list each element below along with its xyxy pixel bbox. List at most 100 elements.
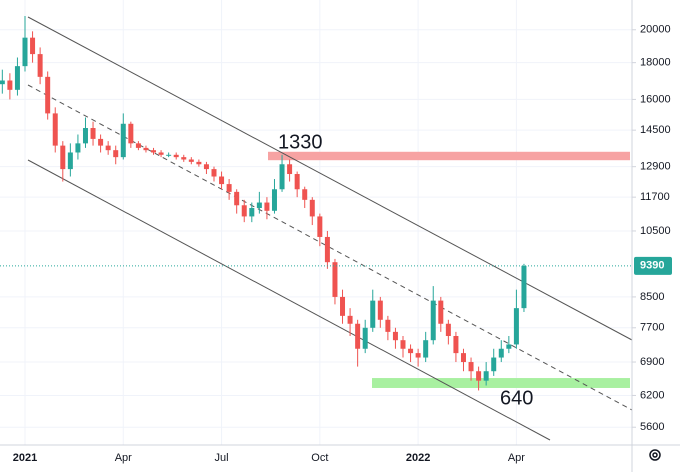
candle-body [135, 143, 141, 148]
y-tick-label: 11700 [640, 191, 670, 203]
candle-body [143, 147, 149, 151]
candle-body [264, 202, 270, 211]
zone-label: 640 [500, 387, 533, 409]
last-price-label: 9390 [640, 260, 664, 272]
y-tick-label: 14500 [640, 124, 671, 136]
y-tick-label: 10500 [640, 225, 671, 237]
candle-body [271, 189, 277, 211]
candle-body [332, 262, 338, 297]
candle-body [445, 323, 451, 337]
channel-upper [27, 16, 633, 341]
grid [0, 0, 632, 445]
candle-body [0, 80, 5, 85]
candle-body [98, 138, 104, 146]
candle-body [370, 300, 376, 328]
candle-body [513, 308, 519, 345]
candle-body [415, 353, 421, 358]
candle-body [151, 150, 157, 153]
x-tick-label: Jul [215, 452, 229, 464]
candle-body [249, 208, 255, 217]
candle-body [453, 336, 459, 354]
y-tick-label: 20000 [640, 24, 671, 36]
candle-body [22, 37, 28, 67]
gear-hub[interactable] [652, 452, 658, 458]
y-tick-label: 8500 [640, 291, 664, 303]
candle-body [128, 123, 134, 144]
candle-body [60, 145, 66, 170]
candle-body [423, 340, 429, 358]
candle-body [468, 362, 474, 372]
candle-body [37, 54, 43, 77]
y-tick-label: 6200 [640, 389, 664, 401]
candle-body [483, 371, 489, 381]
candle-body [181, 157, 187, 160]
candle-body [430, 300, 436, 341]
candle-body [113, 150, 119, 158]
candle-body [158, 152, 164, 155]
x-tick-label: 2021 [13, 452, 37, 464]
candle-body [14, 66, 20, 90]
channel-lower [27, 159, 551, 441]
candle-body [67, 152, 73, 170]
candle-body [324, 236, 330, 263]
candle-body [241, 205, 247, 217]
y-tick-label: 5600 [640, 421, 664, 433]
candle-body [340, 296, 346, 316]
candle-body [400, 340, 406, 349]
labels: 5600 6200 6900 7700 8500 10500 11700 12900 14500… [0, 24, 672, 464]
candle-body [521, 265, 527, 309]
candle-body [211, 169, 217, 177]
candle-body [105, 145, 111, 151]
candle-body [392, 331, 398, 341]
x-tick-label: 2022 [406, 452, 430, 464]
candle-body [347, 315, 353, 324]
candle-body [219, 176, 225, 185]
candle-body [476, 371, 482, 381]
candle-body [317, 216, 323, 237]
candle-body [256, 202, 262, 209]
candle-body [294, 174, 300, 190]
candle-body [188, 159, 194, 162]
price-zone [268, 151, 630, 161]
candle-body [438, 300, 444, 324]
trend-channel [27, 16, 633, 441]
zones [268, 151, 630, 388]
candle-body [279, 164, 285, 190]
candle-body [287, 164, 293, 175]
candle-body [82, 128, 88, 144]
candles [0, 16, 527, 391]
x-tick-label: Oct [311, 452, 328, 464]
y-tick-label: 18000 [640, 57, 671, 69]
candle-body [52, 113, 58, 146]
candle-body [234, 191, 240, 206]
candle-body [408, 348, 414, 354]
y-tick-label: 16000 [640, 93, 671, 105]
candle-body [7, 80, 13, 90]
zone-label: 1330 [278, 131, 323, 153]
candle-body [385, 319, 391, 332]
settings-icon[interactable] [649, 449, 661, 461]
y-tick-label: 7700 [640, 322, 664, 334]
candle-body [90, 128, 96, 139]
channel-middle [27, 84, 633, 411]
candle-body [362, 327, 368, 349]
candle-body [45, 76, 51, 114]
price-zone [372, 378, 630, 388]
y-tick-label: 6900 [640, 356, 664, 368]
candle-body [460, 353, 466, 363]
candle-body [506, 344, 512, 349]
x-tick-label: Apr [508, 452, 525, 464]
candle-body [120, 123, 126, 158]
candle-body [203, 164, 209, 170]
last-price-box [634, 256, 672, 275]
x-tick-label: Apr [115, 452, 132, 464]
candle-body [377, 300, 383, 320]
candle-body [75, 143, 81, 153]
gear[interactable] [649, 449, 661, 461]
candle-body [173, 154, 179, 158]
candle-body [196, 161, 202, 165]
candle-body [498, 348, 504, 358]
y-tick-label: 12900 [640, 161, 671, 173]
